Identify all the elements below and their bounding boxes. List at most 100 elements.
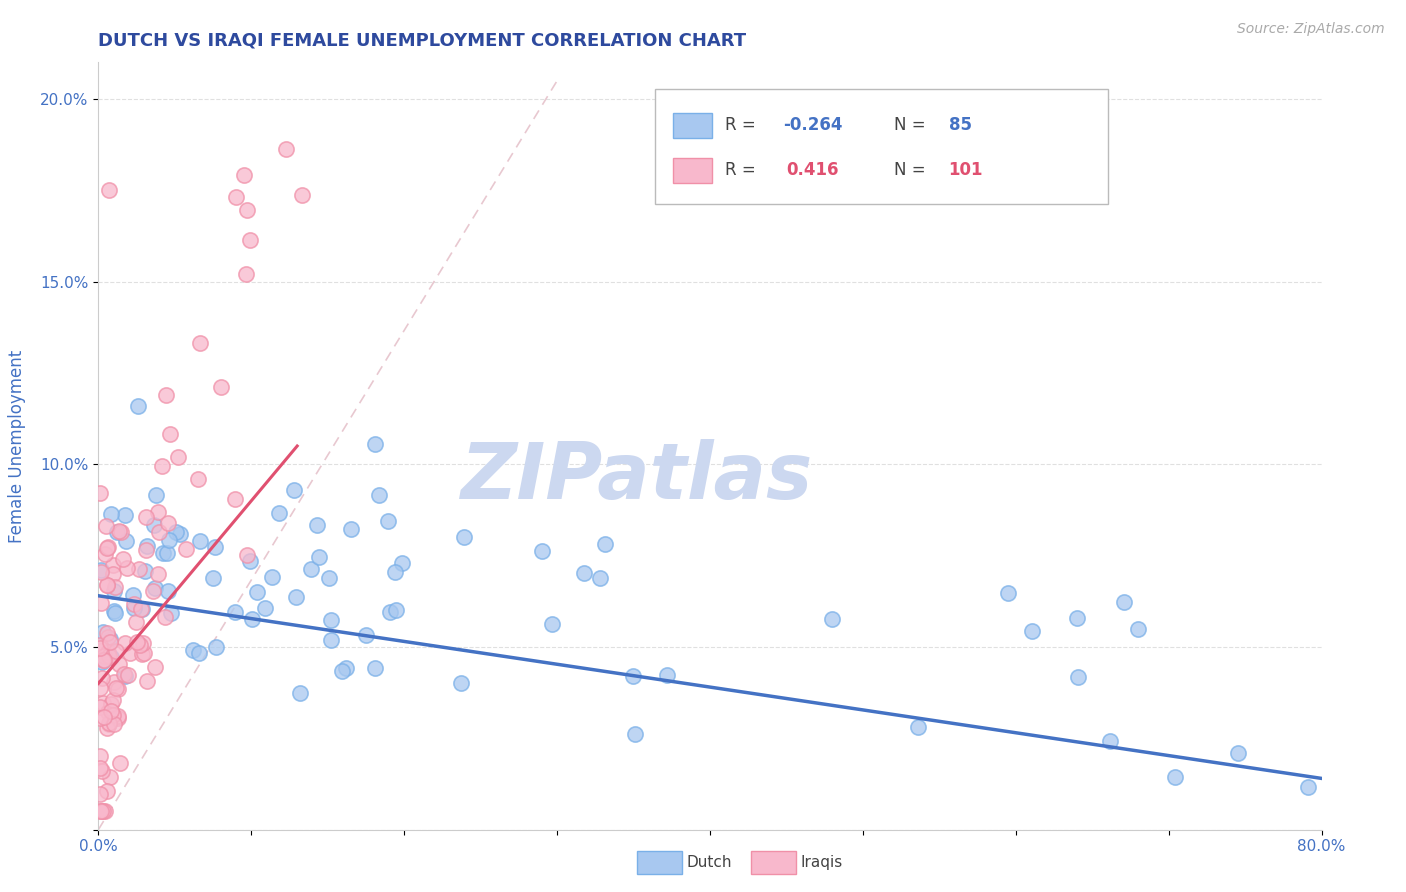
- Point: [246, 585, 269, 599]
- Point: [114, 508, 136, 522]
- Point: [330, 664, 353, 678]
- Point: [89, 805, 111, 819]
- Point: [157, 583, 180, 598]
- Point: [188, 336, 211, 351]
- Point: [98, 715, 121, 730]
- Point: [142, 518, 165, 533]
- Point: [100, 705, 122, 719]
- Point: [91, 625, 114, 640]
- Point: [96, 721, 118, 735]
- Point: [89, 486, 111, 500]
- Point: [156, 546, 179, 560]
- Point: [285, 591, 308, 605]
- Point: [148, 524, 170, 539]
- Point: [135, 543, 157, 558]
- Point: [204, 540, 226, 554]
- Point: [112, 552, 135, 566]
- Point: [225, 190, 247, 204]
- Point: [142, 583, 165, 598]
- Point: [115, 534, 138, 549]
- Point: [232, 168, 254, 182]
- Point: [307, 517, 329, 532]
- Point: [89, 681, 111, 695]
- Point: [110, 524, 132, 539]
- Text: Source: ZipAtlas.com: Source: ZipAtlas.com: [1237, 22, 1385, 37]
- Point: [385, 603, 408, 617]
- Point: [157, 516, 180, 531]
- Point: [377, 514, 399, 528]
- Point: [288, 686, 311, 700]
- Point: [103, 708, 125, 723]
- Text: R =: R =: [724, 161, 761, 179]
- Point: [155, 609, 177, 624]
- Point: [145, 488, 167, 502]
- Point: [209, 380, 232, 394]
- Point: [94, 805, 117, 819]
- Point: [205, 640, 228, 654]
- Point: [236, 202, 259, 217]
- Point: [146, 505, 169, 519]
- Point: [131, 602, 153, 616]
- Point: [89, 596, 111, 610]
- Point: [169, 527, 191, 541]
- Point: [1114, 595, 1136, 609]
- Point: [997, 586, 1019, 600]
- Text: -0.264: -0.264: [783, 116, 844, 135]
- Point: [368, 488, 391, 502]
- Point: [188, 534, 211, 549]
- Point: [114, 669, 136, 683]
- Point: [96, 578, 118, 592]
- Point: [89, 788, 111, 802]
- FancyBboxPatch shape: [655, 89, 1108, 204]
- Point: [89, 641, 111, 656]
- Point: [364, 661, 387, 675]
- Point: [276, 142, 298, 156]
- Point: [135, 510, 157, 524]
- Point: [122, 589, 145, 603]
- Point: [98, 183, 121, 197]
- Point: [107, 711, 129, 725]
- Point: [1067, 670, 1090, 684]
- Point: [91, 643, 114, 657]
- Point: [356, 628, 378, 642]
- Point: [181, 642, 204, 657]
- Text: N =: N =: [894, 161, 931, 179]
- Point: [118, 646, 141, 660]
- Point: [155, 388, 177, 402]
- Point: [239, 554, 262, 568]
- Point: [187, 472, 209, 486]
- Point: [1098, 734, 1121, 748]
- Point: [159, 606, 181, 620]
- Point: [117, 668, 139, 682]
- Point: [146, 566, 169, 581]
- Point: [572, 566, 595, 580]
- Point: [235, 267, 257, 281]
- Point: [93, 710, 115, 724]
- Point: [105, 524, 128, 539]
- Point: [128, 562, 150, 576]
- Point: [157, 533, 180, 547]
- Point: [107, 681, 129, 696]
- Point: [621, 669, 644, 683]
- Point: [1296, 780, 1319, 794]
- Point: [105, 644, 128, 658]
- Point: [188, 646, 211, 660]
- Point: [89, 761, 111, 775]
- Point: [134, 564, 156, 578]
- Point: [254, 601, 277, 615]
- Point: [201, 571, 224, 585]
- Point: [98, 717, 121, 731]
- Point: [100, 507, 122, 521]
- Text: R =: R =: [724, 116, 761, 135]
- Point: [103, 717, 125, 731]
- Point: [224, 605, 246, 619]
- Point: [94, 547, 117, 561]
- Point: [91, 805, 114, 819]
- Point: [541, 616, 564, 631]
- Text: Dutch: Dutch: [686, 855, 731, 870]
- Point: [132, 646, 155, 660]
- FancyBboxPatch shape: [673, 113, 713, 137]
- Point: [91, 672, 114, 686]
- Point: [91, 655, 114, 669]
- Point: [143, 581, 166, 595]
